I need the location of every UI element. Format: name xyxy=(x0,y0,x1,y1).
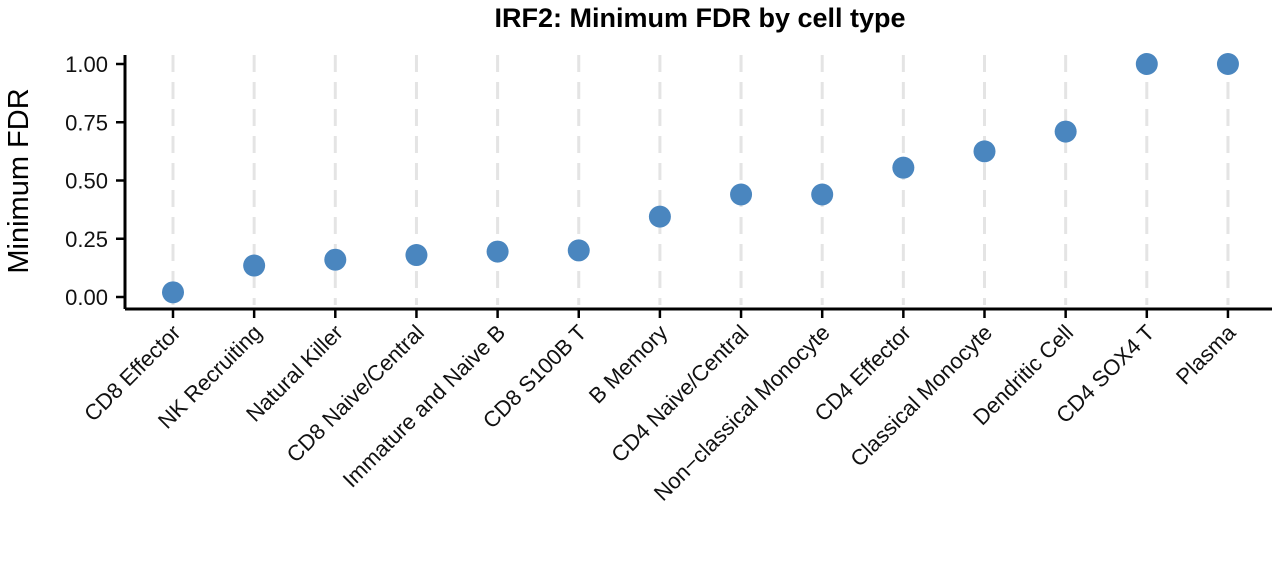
data-point xyxy=(1135,53,1158,75)
y-tick-label: 0.00 xyxy=(65,285,108,310)
data-point xyxy=(1054,120,1077,143)
y-tick-label: 0.25 xyxy=(65,227,108,252)
x-tick-label: Classical Monocyte xyxy=(845,320,997,472)
data-point xyxy=(892,156,915,179)
data-point xyxy=(405,244,428,267)
data-points xyxy=(162,53,1239,304)
data-point xyxy=(324,248,347,271)
data-point xyxy=(1216,53,1239,75)
grid-lines xyxy=(171,55,1230,305)
y-tick-label: 1.00 xyxy=(65,52,108,77)
data-point xyxy=(162,281,184,304)
y-tick-label: 0.50 xyxy=(65,169,108,194)
data-point xyxy=(243,254,266,277)
x-tick-label: Immature and Naive B xyxy=(338,320,510,492)
data-point xyxy=(567,239,590,262)
data-point xyxy=(648,205,671,228)
x-tick-label: B Memory xyxy=(584,320,673,409)
axes xyxy=(123,55,1272,311)
data-point xyxy=(973,140,996,163)
x-tick-label: CD8 Naive/Central xyxy=(282,320,429,467)
x-tick-label: Plasma xyxy=(1171,319,1241,389)
data-point xyxy=(811,183,834,206)
x-tick-label: CD4 Naive/Central xyxy=(606,320,753,467)
chart-title: IRF2: Minimum FDR by cell type xyxy=(494,3,905,33)
y-ticks: 0.00 0.25 0.50 0.75 1.00 xyxy=(65,52,125,310)
y-tick-label: 0.75 xyxy=(65,110,108,135)
data-point xyxy=(730,183,753,206)
y-axis-label: Minimum FDR xyxy=(3,88,35,273)
data-point xyxy=(486,240,509,263)
